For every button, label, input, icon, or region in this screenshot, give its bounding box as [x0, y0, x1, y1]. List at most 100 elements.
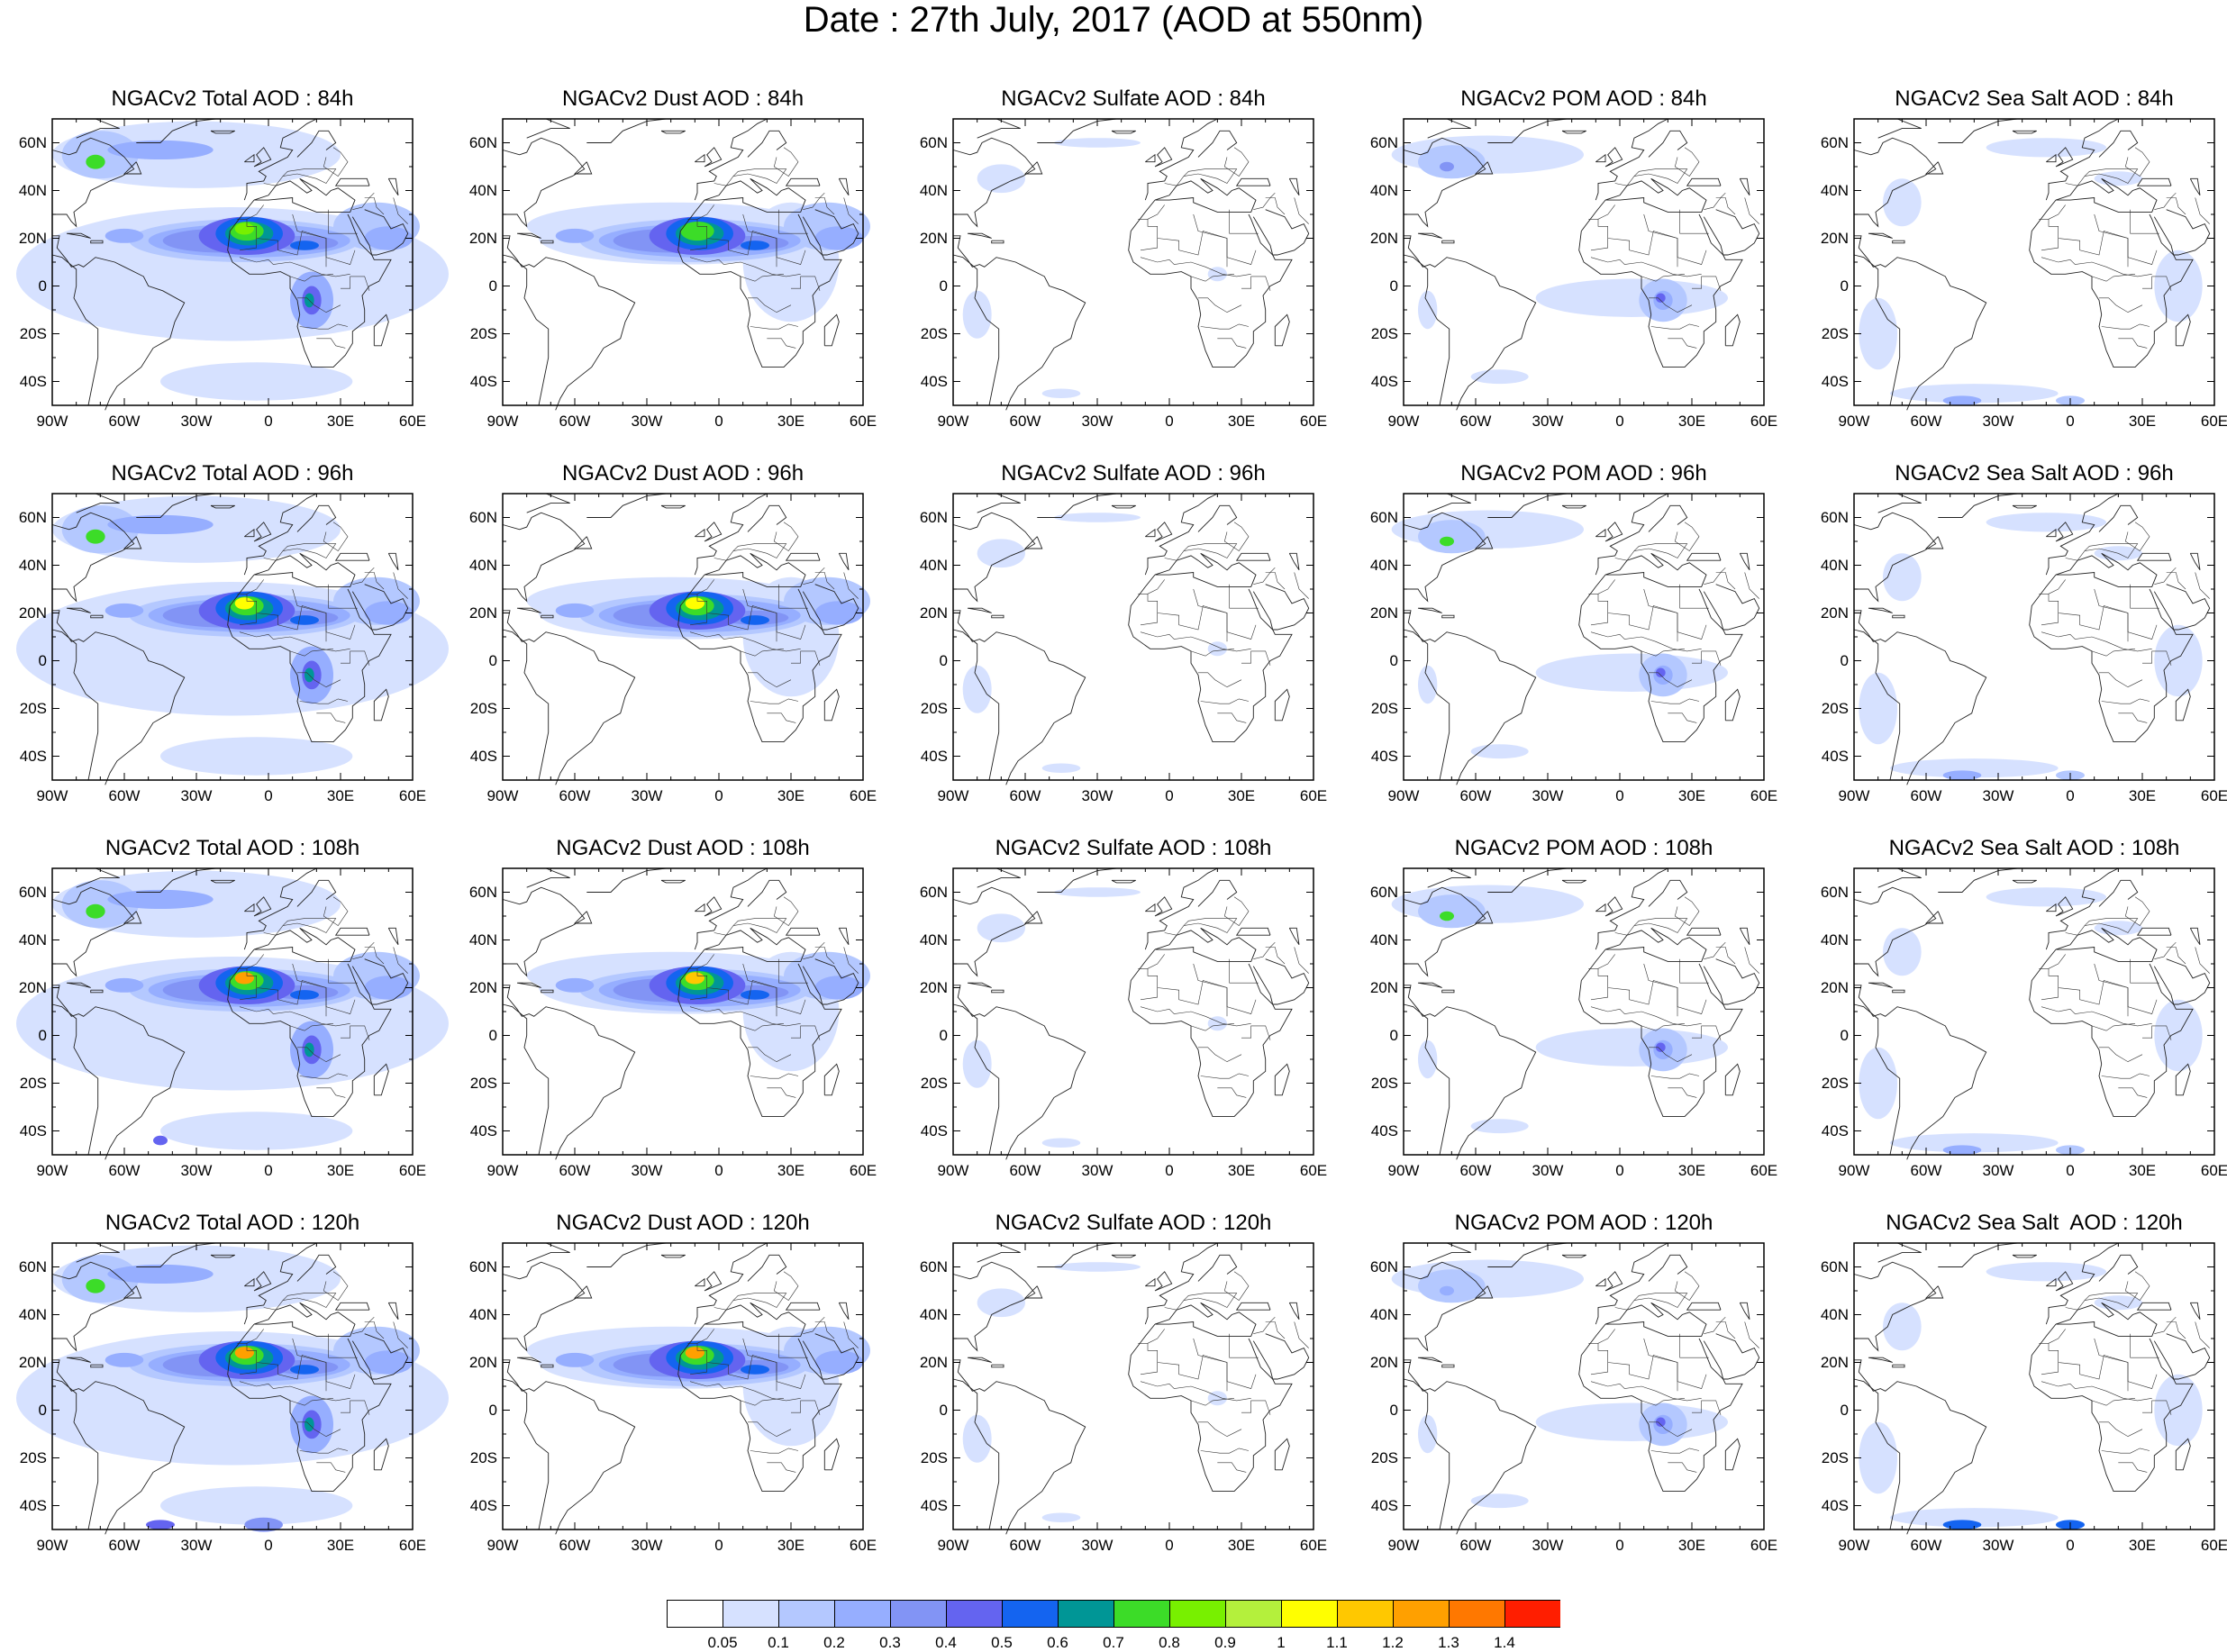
lat-tick-label: 0 [1389, 651, 1398, 669]
border-line [1590, 594, 1608, 626]
coastline [1595, 867, 1668, 950]
aod-contour [1986, 1262, 2106, 1282]
border-line [237, 954, 264, 969]
country-borders [1588, 896, 1759, 1098]
coastlines [952, 118, 1310, 411]
border-line [328, 209, 358, 234]
lon-tick-label: 60E [2200, 1537, 2227, 1554]
lon-tick-label: 0 [2066, 413, 2075, 430]
border-line [2058, 980, 2129, 1017]
coastline [66, 607, 91, 613]
border-line [1294, 572, 1309, 599]
border-line [1650, 1448, 1700, 1454]
coastline [334, 177, 370, 186]
border-line [687, 954, 714, 969]
coastline [1892, 1364, 1905, 1368]
border-line [2058, 231, 2129, 268]
lon-tick-label: 0 [1165, 1162, 1174, 1179]
border-line [1140, 631, 1251, 652]
border-line [1704, 941, 1726, 959]
lat-tick-label: 40N [1820, 556, 1849, 574]
coastline [1561, 504, 1586, 509]
border-line [1588, 1329, 1615, 1344]
border-line [776, 987, 806, 1014]
coastlines [1403, 493, 1760, 785]
coastline [1938, 1242, 2018, 1267]
coastline [136, 118, 216, 143]
coastline [516, 982, 541, 988]
coastlines [1853, 1242, 2211, 1535]
border-line [2124, 147, 2150, 177]
lat-tick-label: 40N [468, 1305, 497, 1323]
country-borders [1588, 147, 1759, 349]
coastline [373, 313, 389, 347]
coastline [1441, 989, 1455, 994]
coastline [1739, 927, 1750, 946]
border-line [714, 918, 787, 936]
coastline [1128, 574, 1293, 743]
lat-tick-label: 20S [1370, 1074, 1398, 1092]
coastline [1868, 1357, 1893, 1363]
border-line [2091, 1023, 2136, 1031]
panel-title: NGACv2 Sulfate AOD : 96h [1001, 461, 1266, 486]
coastline [296, 504, 337, 532]
aod-contour [1041, 1138, 1081, 1148]
lon-tick-label: 30E [1677, 1537, 1706, 1554]
coastline [677, 949, 842, 1118]
coastline [1604, 522, 1623, 542]
lon-tick-label: 0 [264, 1537, 273, 1554]
coastline [1595, 153, 1606, 163]
coastline [952, 886, 1036, 977]
lat-tick-label: 60N [468, 508, 497, 526]
colorbar-box [1504, 1600, 1560, 1628]
coastline [1288, 552, 1300, 571]
lat-tick-label: 20N [18, 604, 47, 622]
border-line [239, 631, 350, 652]
border-line [1157, 231, 1228, 268]
border-line [2130, 1333, 2159, 1358]
aod-map-pom [1391, 867, 1765, 1160]
coastline [1739, 177, 1750, 196]
lon-tick-label: 90W [1838, 787, 1870, 804]
coastline [802, 584, 859, 631]
coastline [244, 1277, 255, 1287]
lon-tick-label: 60E [1299, 787, 1328, 804]
aod-field [1859, 138, 2203, 406]
coastline [502, 1003, 550, 1156]
border-line [2101, 1448, 2150, 1454]
coastline [838, 552, 850, 571]
lon-tick-label: 60E [2200, 787, 2227, 804]
coastline [296, 130, 337, 158]
coastline [1724, 1063, 1741, 1096]
lat-tick-label: 40S [469, 747, 497, 765]
border-line [740, 1398, 785, 1406]
border-line [1198, 672, 1242, 688]
aod-contour [1859, 672, 1897, 745]
border-line [2065, 168, 2139, 186]
border-line [2142, 1025, 2172, 1040]
coastline [2189, 1302, 2201, 1321]
aod-contour [1859, 1047, 1897, 1120]
coastline [704, 522, 723, 542]
coastline [1739, 1302, 1750, 1321]
lat-tick-label: 40N [468, 181, 497, 199]
border-line [2195, 197, 2210, 224]
border-line [2039, 204, 2066, 220]
border-line [1607, 1355, 1678, 1392]
lat-tick-label: 20S [469, 1448, 497, 1466]
border-line [1193, 213, 1228, 239]
aod-contour [107, 514, 214, 535]
coastlines [1403, 1242, 1760, 1535]
coastline [694, 118, 768, 201]
colorbar-box [834, 1600, 891, 1628]
coastline [2055, 896, 2074, 917]
coastline [967, 232, 992, 239]
coastline [123, 536, 142, 549]
border-line [1229, 958, 1259, 984]
border-line [2127, 238, 2158, 265]
lon-tick-label: 60E [398, 1537, 427, 1554]
coastline [1274, 1438, 1290, 1471]
coastline [1427, 867, 1471, 888]
border-line [289, 1398, 334, 1406]
colorbar-label: 0.05 [707, 1634, 738, 1651]
